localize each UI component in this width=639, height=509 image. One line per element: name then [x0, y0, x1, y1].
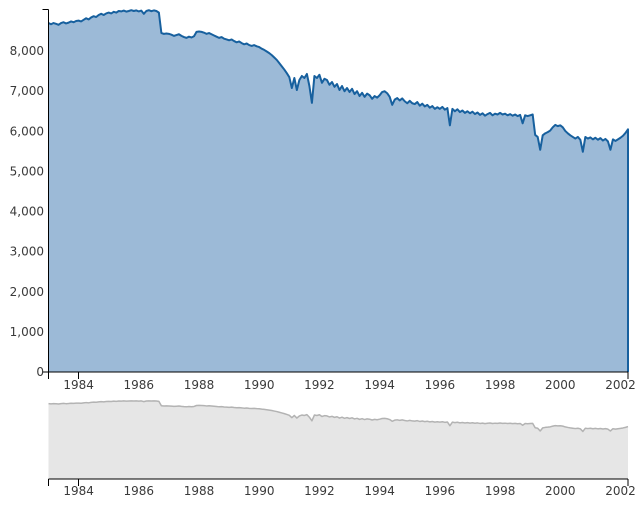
main-y-tick-label: 3,000: [10, 245, 44, 259]
main-x-tick-label: 1988: [184, 378, 215, 392]
main-area: [48, 10, 628, 372]
navigator-line: [48, 400, 629, 433]
navigator-x-tick-label: 1988: [184, 484, 215, 498]
main-x-tick-label: 1996: [425, 378, 456, 392]
main-x-tick-label: 1990: [244, 378, 275, 392]
main-y-tick-label: 6,000: [10, 124, 44, 138]
main-y-tick-label: 7,000: [10, 84, 44, 98]
main-x-tick-label: 2002: [605, 378, 636, 392]
navigator-x-tick-label: 1996: [425, 484, 456, 498]
navigator-x-tick-label: 2000: [545, 484, 576, 498]
main-line[interactable]: [48, 9, 629, 372]
main-x-tick-label: 1998: [485, 378, 516, 392]
main-y-tick-label: 1,000: [10, 325, 44, 339]
main-chart-panel: 1984 1986 1988 1990 1992 1994 1996 1998 2000 2002…: [10, 8, 636, 392]
navigator-x-tick-label: 1990: [244, 484, 275, 498]
navigator-x-tick-label: 1984: [63, 484, 94, 498]
main-x-tick-label: 1986: [124, 378, 155, 392]
navigator-x-tick-label: 1992: [304, 484, 335, 498]
navigator-x-tick-label: 1986: [124, 484, 155, 498]
navigator-panel: 1984 1986 1988 1990 1992 1994 1996 1998 2000 2002: [48, 400, 636, 498]
main-y-tick-label: 2,000: [10, 285, 44, 299]
main-y-tick-label: 8,000: [10, 44, 44, 58]
main-x-tick-label: 1994: [364, 378, 395, 392]
navigator-x-tick-label: 1998: [485, 484, 516, 498]
navigator-x-tick-label: 1994: [364, 484, 395, 498]
main-x-tick-label: 2000: [545, 378, 576, 392]
main-x-tick-label: 1992: [304, 378, 335, 392]
main-x-tick-label: 1984: [63, 378, 94, 392]
navigator-area[interactable]: [48, 400, 629, 479]
navigator-x-tick-label: 2002: [605, 484, 636, 498]
main-y-tick-label: 5,000: [10, 164, 44, 178]
main-y-tick-label: 0: [36, 365, 44, 379]
main-y-tick-label: 4,000: [10, 205, 44, 219]
